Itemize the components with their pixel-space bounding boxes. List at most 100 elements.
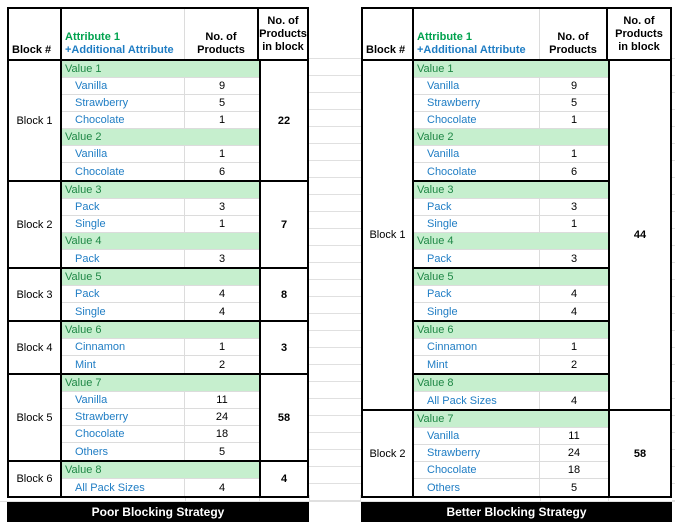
attribute-name-cell[interactable]: Single bbox=[62, 216, 185, 232]
product-count-cell[interactable]: 3 bbox=[218, 252, 226, 265]
block-total-cell[interactable]: 3 bbox=[259, 322, 307, 373]
attribute-name-cell[interactable]: Chocolate bbox=[62, 163, 185, 180]
attribute-name-cell[interactable]: Chocolate bbox=[414, 163, 540, 180]
value-header-row[interactable]: Value 8 bbox=[62, 462, 259, 479]
header-products-in-block-cell[interactable]: No. of Products in block bbox=[608, 9, 670, 59]
product-count-cell[interactable]: 4 bbox=[570, 305, 578, 318]
block-total-cell[interactable]: 7 bbox=[259, 182, 307, 267]
product-count-cell[interactable]: 4 bbox=[218, 288, 226, 300]
block-total-cell[interactable]: 4 bbox=[259, 462, 307, 496]
attribute-name-cell[interactable]: Vanilla bbox=[62, 392, 185, 408]
block-total-cell[interactable]: 58 bbox=[259, 375, 307, 460]
attribute-name-cell[interactable]: Pack bbox=[414, 199, 540, 215]
product-count-cell[interactable]: 1 bbox=[570, 218, 578, 230]
header-products-in-block-cell[interactable]: No. of Products in block bbox=[259, 9, 307, 59]
product-count-cell[interactable]: 18 bbox=[567, 464, 581, 476]
header-products-cell[interactable]: No. of Products bbox=[185, 9, 259, 59]
block-number-cell[interactable]: Block 2 bbox=[9, 182, 62, 267]
attribute-name-cell[interactable]: Single bbox=[414, 303, 540, 320]
value-header-row[interactable]: Value 2 bbox=[414, 129, 608, 146]
product-count-cell[interactable]: 5 bbox=[218, 445, 226, 458]
product-count-cell[interactable]: 24 bbox=[215, 411, 229, 423]
attribute-name-cell[interactable]: Strawberry bbox=[62, 95, 185, 111]
product-count-cell[interactable]: 6 bbox=[570, 165, 578, 178]
product-count-cell[interactable]: 2 bbox=[218, 358, 226, 371]
value-header-row[interactable]: Value 4 bbox=[414, 233, 608, 250]
block-number-cell[interactable]: Block 4 bbox=[9, 322, 62, 373]
block-number-cell[interactable]: Block 1 bbox=[9, 61, 62, 180]
attribute-name-cell[interactable]: Vanilla bbox=[62, 78, 185, 94]
attribute-name-cell[interactable]: Others bbox=[414, 479, 540, 496]
header-attribute-cell[interactable]: Attribute 1 +Additional Attribute bbox=[62, 9, 185, 59]
value-header-row[interactable]: Value 7 bbox=[62, 375, 259, 392]
product-count-cell[interactable]: 3 bbox=[570, 252, 578, 265]
product-count-cell[interactable]: 1 bbox=[218, 218, 226, 230]
value-header-row[interactable]: Value 1 bbox=[414, 61, 608, 78]
product-count-cell[interactable]: 4 bbox=[218, 481, 226, 494]
product-count-cell[interactable]: 1 bbox=[570, 114, 578, 126]
block-number-cell[interactable]: Block 1 bbox=[363, 61, 414, 409]
block-total-cell[interactable]: 58 bbox=[608, 411, 670, 496]
value-header-row[interactable]: Value 1 bbox=[62, 61, 259, 78]
attribute-name-cell[interactable]: All Pack Sizes bbox=[414, 392, 540, 409]
attribute-name-cell[interactable]: Strawberry bbox=[62, 409, 185, 425]
value-header-row[interactable]: Value 8 bbox=[414, 375, 608, 392]
header-block-number-cell[interactable]: Block # bbox=[363, 9, 414, 59]
product-count-cell[interactable]: 5 bbox=[570, 97, 578, 109]
product-count-cell[interactable]: 4 bbox=[570, 394, 578, 407]
attribute-name-cell[interactable]: Chocolate bbox=[414, 112, 540, 128]
header-block-number-cell[interactable]: Block # bbox=[9, 9, 62, 59]
block-number-cell[interactable]: Block 6 bbox=[9, 462, 62, 496]
product-count-cell[interactable]: 9 bbox=[570, 80, 578, 92]
attribute-name-cell[interactable]: Others bbox=[62, 443, 185, 460]
attribute-name-cell[interactable]: Vanilla bbox=[62, 146, 185, 162]
poor-strategy-footer[interactable]: Poor Blocking Strategy bbox=[7, 502, 309, 522]
value-header-row[interactable]: Value 5 bbox=[62, 269, 259, 286]
product-count-cell[interactable]: 1 bbox=[218, 341, 226, 353]
value-header-row[interactable]: Value 3 bbox=[414, 182, 608, 199]
attribute-name-cell[interactable]: Pack bbox=[414, 286, 540, 302]
attribute-name-cell[interactable]: Single bbox=[62, 303, 185, 320]
header-attribute-cell[interactable]: Attribute 1 +Additional Attribute bbox=[414, 9, 540, 59]
product-count-cell[interactable]: 4 bbox=[218, 305, 226, 318]
product-count-cell[interactable]: 5 bbox=[570, 481, 578, 494]
block-total-cell[interactable]: 8 bbox=[259, 269, 307, 320]
attribute-name-cell[interactable]: Chocolate bbox=[414, 462, 540, 478]
product-count-cell[interactable]: 18 bbox=[215, 428, 229, 440]
better-strategy-footer[interactable]: Better Blocking Strategy bbox=[361, 502, 672, 522]
product-count-cell[interactable]: 9 bbox=[218, 80, 226, 92]
attribute-name-cell[interactable]: Pack bbox=[62, 199, 185, 215]
product-count-cell[interactable]: 3 bbox=[570, 201, 578, 213]
product-count-cell[interactable]: 6 bbox=[218, 165, 226, 178]
product-count-cell[interactable]: 4 bbox=[570, 288, 578, 300]
product-count-cell[interactable]: 1 bbox=[570, 341, 578, 353]
attribute-name-cell[interactable]: Strawberry bbox=[414, 445, 540, 461]
product-count-cell[interactable]: 11 bbox=[568, 430, 580, 442]
block-number-cell[interactable]: Block 5 bbox=[9, 375, 62, 460]
attribute-name-cell[interactable]: Pack bbox=[414, 250, 540, 267]
header-products-cell[interactable]: No. of Products bbox=[540, 9, 608, 59]
attribute-name-cell[interactable]: Chocolate bbox=[62, 112, 185, 128]
value-header-row[interactable]: Value 3 bbox=[62, 182, 259, 199]
attribute-name-cell[interactable]: Cinnamon bbox=[414, 339, 540, 355]
block-number-cell[interactable]: Block 2 bbox=[363, 411, 414, 496]
value-header-row[interactable]: Value 7 bbox=[414, 411, 608, 428]
value-header-row[interactable]: Value 6 bbox=[414, 322, 608, 339]
block-total-cell[interactable]: 44 bbox=[608, 61, 670, 409]
value-header-row[interactable]: Value 6 bbox=[62, 322, 259, 339]
attribute-name-cell[interactable]: Cinnamon bbox=[62, 339, 185, 355]
attribute-name-cell[interactable]: Pack bbox=[62, 250, 185, 267]
attribute-name-cell[interactable]: Vanilla bbox=[414, 146, 540, 162]
attribute-name-cell[interactable]: Chocolate bbox=[62, 426, 185, 442]
attribute-name-cell[interactable]: All Pack Sizes bbox=[62, 479, 185, 496]
product-count-cell[interactable]: 11 bbox=[216, 394, 228, 406]
attribute-name-cell[interactable]: Strawberry bbox=[414, 95, 540, 111]
product-count-cell[interactable]: 24 bbox=[567, 447, 581, 459]
attribute-name-cell[interactable]: Mint bbox=[62, 356, 185, 373]
product-count-cell[interactable]: 5 bbox=[218, 97, 226, 109]
attribute-name-cell[interactable]: Vanilla bbox=[414, 78, 540, 94]
product-count-cell[interactable]: 1 bbox=[570, 148, 578, 160]
attribute-name-cell[interactable]: Pack bbox=[62, 286, 185, 302]
value-header-row[interactable]: Value 5 bbox=[414, 269, 608, 286]
block-number-cell[interactable]: Block 3 bbox=[9, 269, 62, 320]
